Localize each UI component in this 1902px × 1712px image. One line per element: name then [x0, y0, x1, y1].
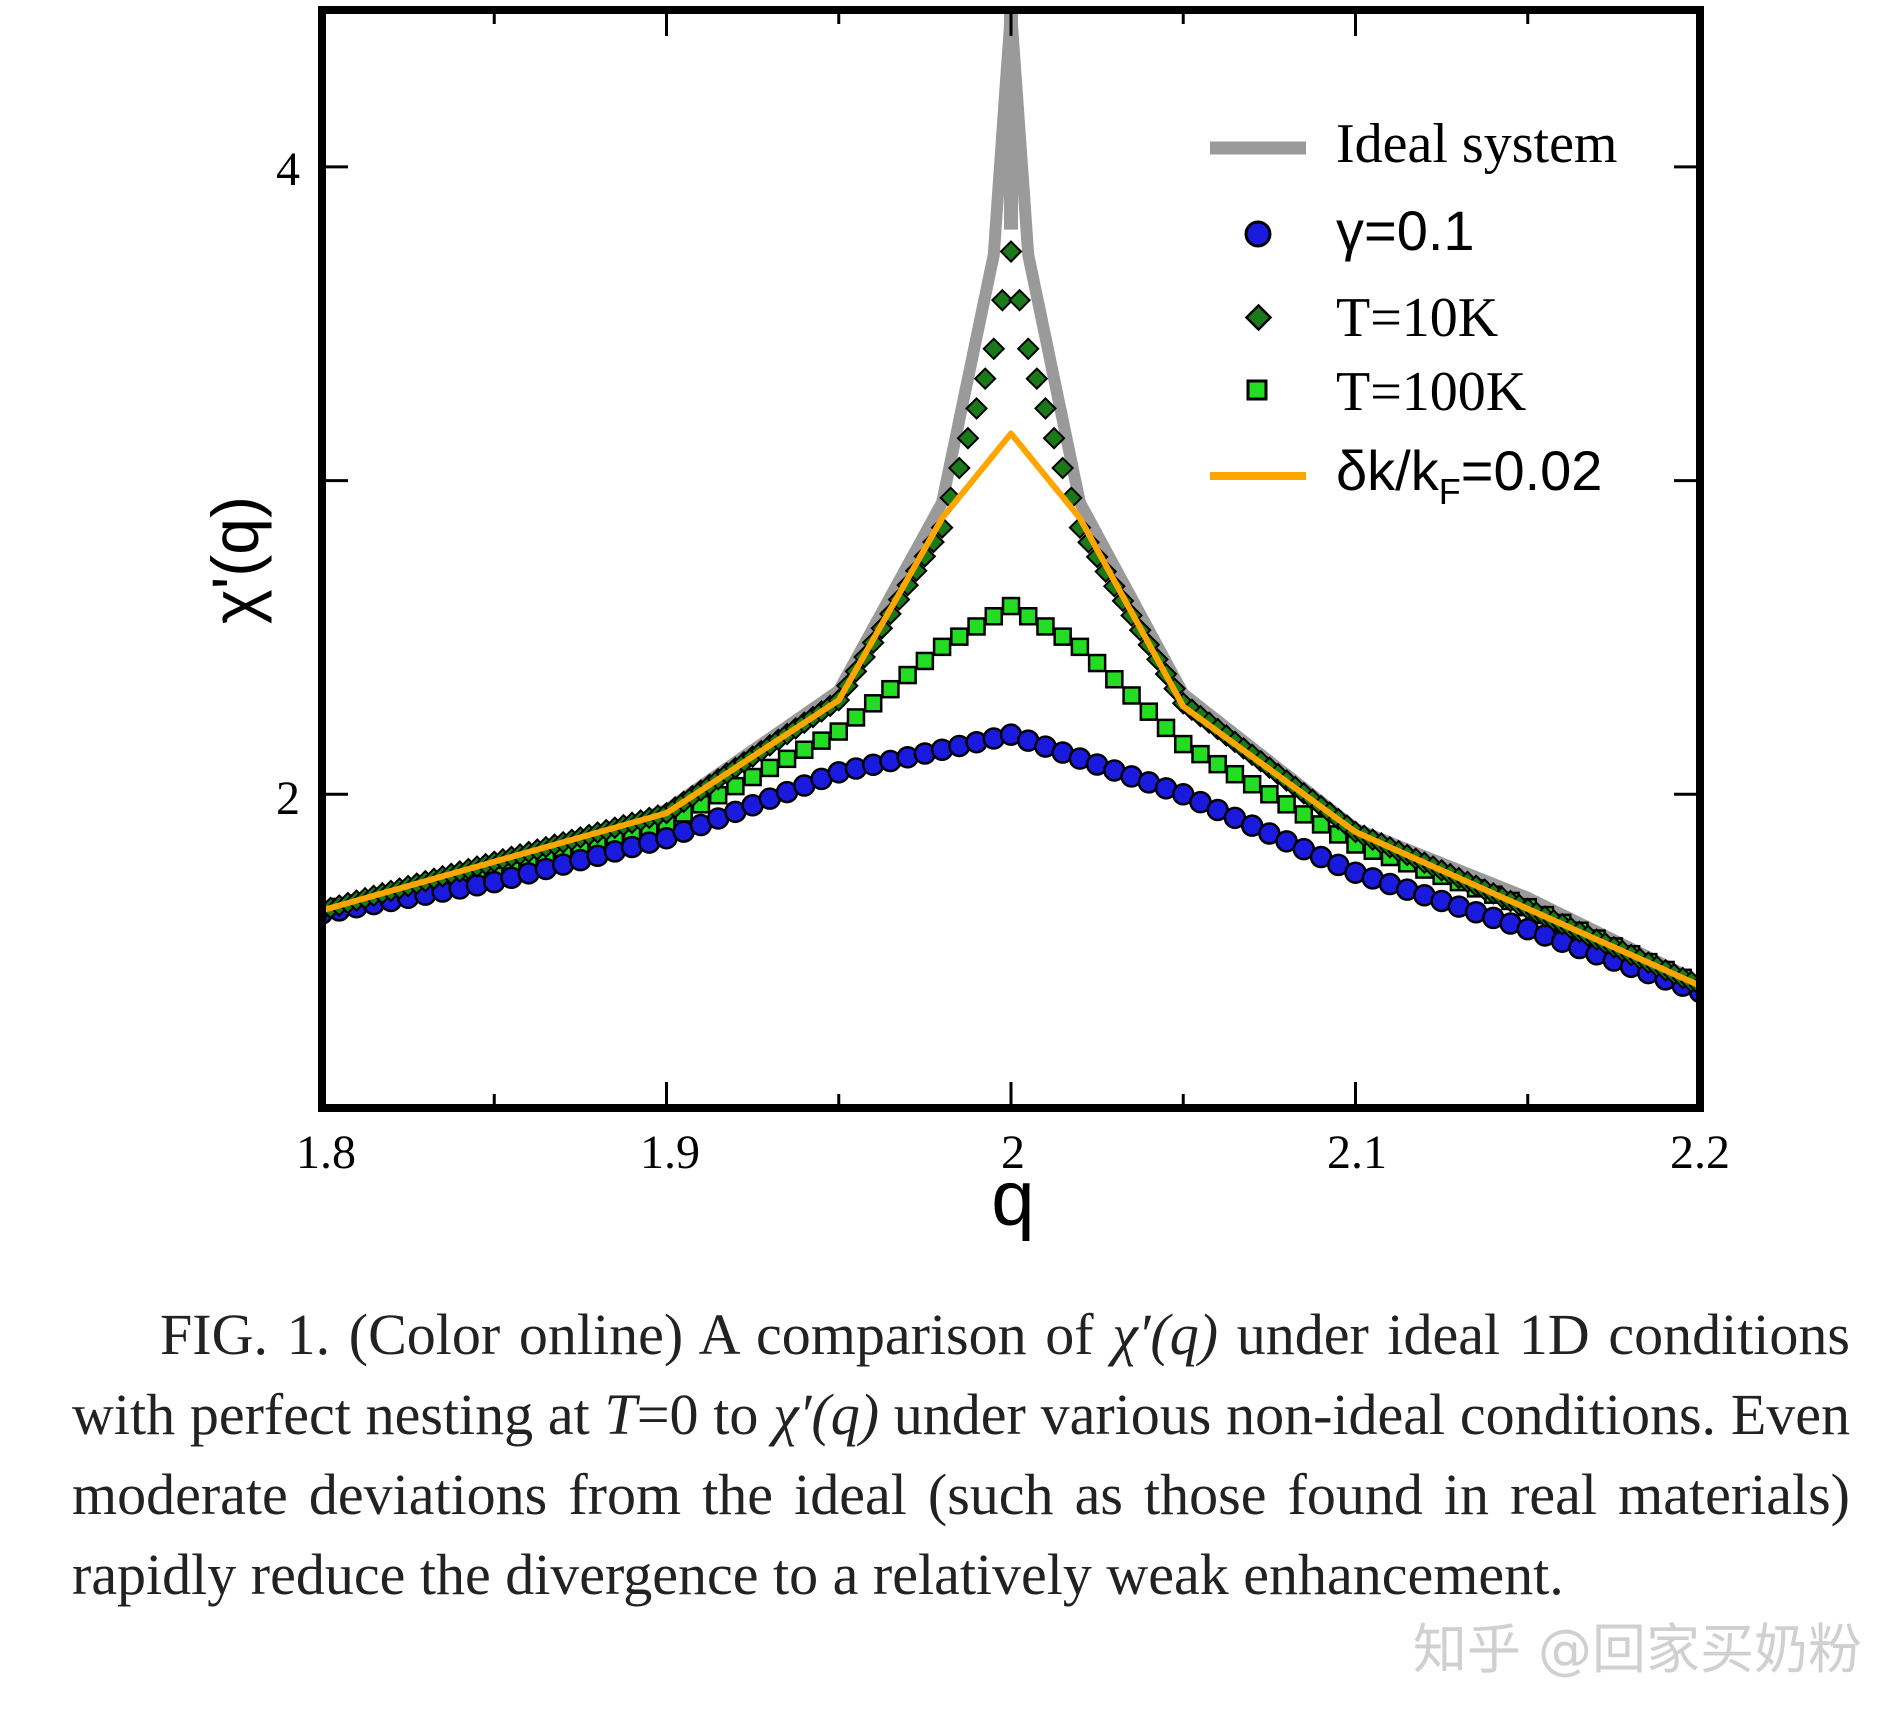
marker-t100k	[881, 679, 900, 699]
caption-part-2: under ideal 1D conditions with perfect n…	[72, 1302, 1850, 1447]
marker-t100k	[898, 665, 917, 685]
series-dk-kf	[322, 430, 1700, 989]
legend-label-dk-main: δk/k	[1336, 439, 1440, 502]
marker-t100k	[1001, 596, 1021, 616]
marker-t10k	[1051, 456, 1075, 480]
marker-t100k	[1139, 702, 1159, 721]
marker-t100k	[1174, 734, 1193, 754]
marker-t10k	[1008, 288, 1032, 312]
ticks-layer	[320, 10, 1702, 1108]
legend-label-t100: T=100K	[1336, 361, 1526, 423]
marker-t100k	[1018, 607, 1038, 626]
marker-t100k	[1156, 718, 1176, 738]
legend-label-dk: δk/kF=0.02	[1336, 439, 1602, 512]
marker-t100k	[1242, 774, 1262, 794]
marker-t100k	[1053, 627, 1072, 646]
marker-t100k	[984, 607, 1004, 626]
marker-t100k	[777, 749, 797, 769]
marker-t100k	[1277, 795, 1296, 814]
legend-marker-gamma	[1244, 220, 1272, 248]
marker-t10k	[956, 426, 980, 450]
marker-t10k	[896, 573, 920, 597]
marker-t100k	[1260, 785, 1279, 804]
x-tick-label-2: 1.9	[640, 1126, 700, 1179]
x-tick-label-4: 2.1	[1327, 1126, 1387, 1179]
y-tick-label-2: 2	[276, 772, 300, 825]
caption-part-4: under various non-ideal conditions. Even…	[72, 1382, 1850, 1607]
legend: Ideal system γ=0.1 T=10K T=100K δk/kF=0.…	[1210, 113, 1617, 512]
marker-t100k	[1087, 653, 1107, 673]
legend-marker-t10	[1244, 303, 1273, 332]
y-axis-label: χ'(q)	[198, 496, 272, 624]
marker-t10k	[1016, 337, 1040, 361]
marker-t10k	[1094, 560, 1118, 583]
marker-t100k	[1191, 744, 1210, 764]
y-tick-label-4: 4	[276, 143, 300, 196]
marker-t100k	[1225, 764, 1245, 784]
x-tick-label-5: 2.2	[1670, 1126, 1730, 1179]
marker-t100k	[1122, 686, 1141, 705]
chart: 1.8 1.9 2 2.1 2.2 2 4 q χ'(q) Ideal syst…	[198, 6, 1730, 1242]
caption-part-3: =0 to	[636, 1382, 774, 1447]
marker-t10k	[1042, 426, 1066, 450]
marker-t10k	[990, 288, 1014, 312]
caption-chi-1: χ′(q)	[1112, 1302, 1219, 1367]
marker-t100k	[743, 767, 762, 787]
marker-t10k	[982, 337, 1006, 361]
figure-caption: FIG. 1. (Color online) A comparison of χ…	[72, 1295, 1850, 1615]
series-t100k	[322, 596, 1700, 995]
caption-label: FIG. 1.	[160, 1302, 331, 1367]
marker-t10k	[999, 240, 1023, 263]
marker-t10k	[1025, 367, 1049, 391]
marker-t100k	[812, 731, 831, 750]
series-layer	[322, 10, 1700, 1004]
marker-t10k	[947, 456, 971, 480]
watermark: 知乎 @回家买奶粉	[1412, 1618, 1862, 1681]
x-tick-label-3: 2	[1001, 1126, 1025, 1179]
marker-t100k	[1105, 670, 1124, 689]
marker-t10k	[1085, 545, 1109, 569]
marker-t100k	[760, 758, 780, 778]
x-axis-label: q	[991, 1154, 1034, 1242]
marker-t100k	[1036, 617, 1055, 636]
marker-t100k	[932, 637, 952, 657]
marker-t100k	[1294, 805, 1314, 824]
caption-t-var: T	[604, 1382, 637, 1447]
marker-t100k	[863, 694, 883, 713]
marker-t10k	[922, 530, 945, 554]
marker-t100k	[846, 708, 866, 727]
legend-label-ideal: Ideal system	[1336, 113, 1617, 175]
marker-t100k	[829, 722, 848, 741]
legend-label-dk-sub: F	[1439, 471, 1461, 512]
marker-t100k	[1208, 754, 1227, 774]
marker-t100k	[1070, 637, 1090, 657]
marker-t10k	[1034, 397, 1057, 420]
caption-part-1: (Color online) A comparison of	[348, 1302, 1113, 1367]
marker-t10k	[973, 367, 997, 391]
legend-label-dk-tail: =0.02	[1461, 439, 1603, 502]
marker-t100k	[967, 617, 986, 636]
caption-chi-2: χ′(q)	[773, 1382, 880, 1447]
marker-t10k	[965, 397, 988, 420]
marker-t100k	[795, 740, 814, 759]
legend-label-t10: T=10K	[1336, 287, 1498, 349]
legend-label-gamma: γ=0.1	[1336, 199, 1475, 262]
x-tick-label-1: 1.8	[296, 1126, 356, 1179]
marker-t100k	[950, 627, 969, 646]
marker-t100k	[915, 651, 935, 671]
legend-marker-t100	[1246, 379, 1268, 401]
